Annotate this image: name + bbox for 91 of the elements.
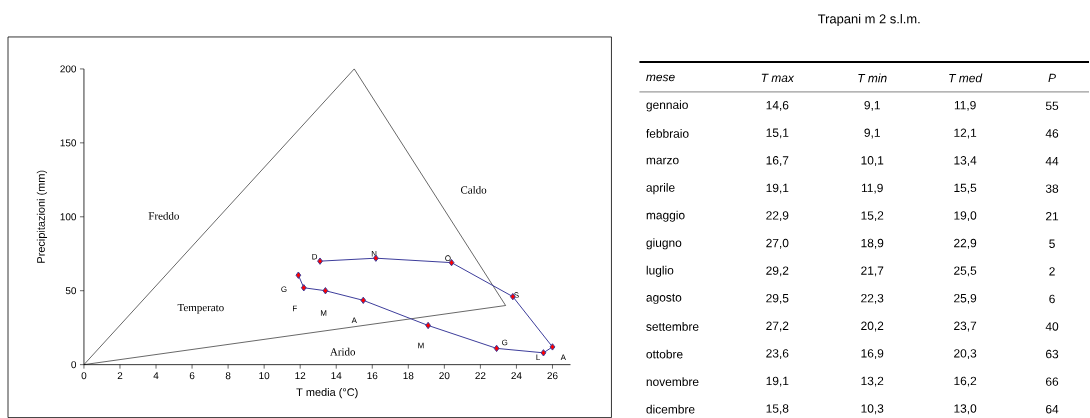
- data-label: 19,1: [766, 183, 789, 194]
- y-tick-label: 200: [60, 65, 77, 73]
- category-label: novembre: [646, 377, 699, 387]
- data-label: 64: [1046, 404, 1059, 414]
- x-tick-label: 16: [367, 372, 378, 380]
- data-label: 63: [1046, 349, 1059, 359]
- data-label: 13,0: [954, 404, 977, 415]
- annotation: Freddo: [148, 211, 179, 220]
- category-label: luglio: [646, 265, 674, 277]
- data-label: 5: [1049, 239, 1055, 248]
- y-tick-label: 150: [60, 139, 77, 147]
- category-label: aprile: [646, 183, 675, 195]
- data-label: 9,1: [864, 128, 880, 139]
- data-label: 46: [1045, 129, 1059, 138]
- annotation: Temperato: [177, 303, 224, 314]
- x-tick-label: 4: [153, 372, 159, 379]
- data-label: 29,2: [766, 266, 789, 277]
- data-label: 29,5: [766, 293, 789, 304]
- y-tick-label: 100: [60, 213, 77, 221]
- data-label: 12,1: [954, 128, 977, 139]
- data-label: 20,3: [954, 349, 977, 359]
- x-tick-label: 24: [511, 372, 522, 380]
- x-tick-label: 22: [475, 372, 486, 380]
- category-label: marzo: [646, 157, 679, 165]
- data-label: 27,0: [766, 238, 789, 249]
- data-label: 25,5: [954, 266, 977, 277]
- data-label: 22,9: [954, 238, 977, 249]
- data-label: 6: [1049, 294, 1055, 304]
- legend-title: mese: [646, 74, 675, 82]
- text: Trapani m 2 s.l.m.: [817, 13, 920, 26]
- x-tick-label: 14: [331, 372, 342, 379]
- data-label: 40: [1045, 322, 1059, 331]
- annotation: Caldo: [460, 185, 487, 194]
- x-tick-label: 18: [403, 372, 414, 380]
- data-label: 14,6: [766, 100, 789, 111]
- text: T max: [761, 73, 795, 83]
- category-label: giugno: [646, 238, 682, 250]
- data-label: 11,9: [954, 100, 976, 111]
- data-label: 22,3: [861, 293, 884, 304]
- category-label: gennaio: [646, 100, 688, 112]
- text: P: [1048, 73, 1056, 83]
- annotation: Arido: [330, 347, 356, 356]
- data-label: 10,3: [861, 404, 884, 415]
- data-label: 20,2: [861, 321, 884, 332]
- data-label: 55: [1045, 101, 1059, 111]
- data-label: 19,0: [954, 211, 977, 222]
- data-label: 11,9: [861, 183, 883, 194]
- data-label: 27,2: [766, 321, 789, 332]
- category-label: settembre: [646, 322, 699, 331]
- data-label: 16,7: [766, 156, 789, 166]
- data-label: 23,6: [766, 349, 789, 359]
- x-tick-label: 26: [547, 372, 558, 380]
- text: T med: [949, 73, 983, 83]
- x-tick-label: 12: [295, 372, 306, 380]
- x-tick-label: 8: [225, 372, 231, 380]
- data-label: 38: [1045, 184, 1059, 193]
- y-axis-title: Precipitazioni (mm): [36, 170, 48, 263]
- x-tick-label: 10: [259, 372, 270, 380]
- data-label: 44: [1045, 156, 1059, 166]
- data-label: 16,2: [954, 376, 977, 387]
- x-tick-label: 2: [117, 372, 123, 380]
- data-label: 21: [1045, 212, 1059, 221]
- data-label: 21,7: [861, 266, 884, 277]
- data-label: 15,8: [766, 404, 789, 415]
- data-label: 25,9: [954, 293, 977, 304]
- data-label: 13,4: [954, 156, 977, 166]
- data-label: 22,9: [766, 211, 789, 222]
- x-tick-label: 20: [439, 372, 450, 380]
- data-label: 13,2: [861, 376, 884, 387]
- data-label: 15,5: [954, 183, 977, 194]
- data-label: 9,1: [864, 100, 880, 111]
- data-label: 15,1: [766, 128, 789, 139]
- data-label: 10,1: [861, 156, 884, 166]
- x-tick-label: 6: [189, 372, 195, 380]
- category-label: agosto: [646, 293, 682, 305]
- data-label: 18,9: [861, 238, 884, 249]
- category-label: ottobre: [646, 349, 683, 359]
- category-label: febbraio: [646, 129, 689, 138]
- x-axis-title: T media (°C): [296, 388, 358, 399]
- data-label: 15,2: [861, 211, 884, 222]
- data-label: 66: [1046, 377, 1059, 386]
- text: T min: [858, 73, 887, 83]
- data-label: 23,7: [954, 321, 977, 332]
- data-label: 19,1: [766, 376, 789, 387]
- category-label: maggio: [646, 210, 685, 222]
- data-label: 2: [1049, 267, 1055, 276]
- category-label: dicembre: [646, 404, 695, 414]
- y-tick-label: 0: [71, 361, 77, 369]
- data-label: 16,9: [861, 349, 884, 359]
- x-tick-label: 0: [81, 372, 87, 380]
- y-tick-label: 50: [65, 287, 77, 295]
